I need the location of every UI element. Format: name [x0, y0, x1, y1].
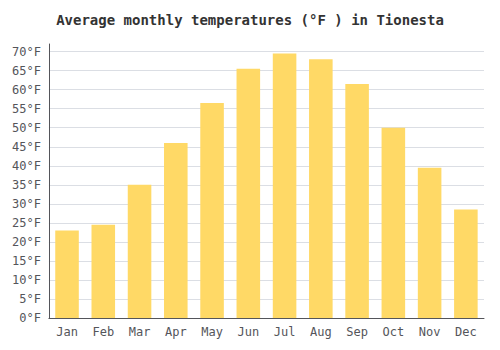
- svg-text:Aug: Aug: [310, 325, 332, 339]
- svg-text:May: May: [201, 325, 223, 339]
- svg-text:25°F: 25°F: [12, 216, 41, 230]
- svg-text:Nov: Nov: [419, 325, 441, 339]
- svg-text:Jan: Jan: [56, 325, 78, 339]
- svg-text:Dec: Dec: [455, 325, 477, 339]
- svg-text:30°F: 30°F: [12, 197, 41, 211]
- svg-text:0°F: 0°F: [19, 311, 41, 325]
- svg-text:35°F: 35°F: [12, 178, 41, 192]
- svg-text:Jul: Jul: [274, 325, 296, 339]
- svg-text:Feb: Feb: [92, 325, 114, 339]
- svg-text:Sep: Sep: [346, 325, 368, 339]
- svg-text:Oct: Oct: [383, 325, 405, 339]
- svg-text:55°F: 55°F: [12, 102, 41, 116]
- svg-text:Average monthly temperatures (: Average monthly temperatures (°F ) in Ti…: [56, 12, 444, 28]
- svg-text:15°F: 15°F: [12, 254, 41, 268]
- svg-text:10°F: 10°F: [12, 273, 41, 287]
- svg-text:45°F: 45°F: [12, 140, 41, 154]
- svg-text:65°F: 65°F: [12, 64, 41, 78]
- svg-text:50°F: 50°F: [12, 121, 41, 135]
- svg-text:40°F: 40°F: [12, 159, 41, 173]
- svg-text:60°F: 60°F: [12, 83, 41, 97]
- svg-text:5°F: 5°F: [19, 292, 41, 306]
- svg-text:Mar: Mar: [129, 325, 151, 339]
- svg-text:20°F: 20°F: [12, 235, 41, 249]
- svg-text:70°F: 70°F: [12, 45, 41, 59]
- svg-text:Jun: Jun: [237, 325, 259, 339]
- svg-text:Apr: Apr: [165, 325, 187, 339]
